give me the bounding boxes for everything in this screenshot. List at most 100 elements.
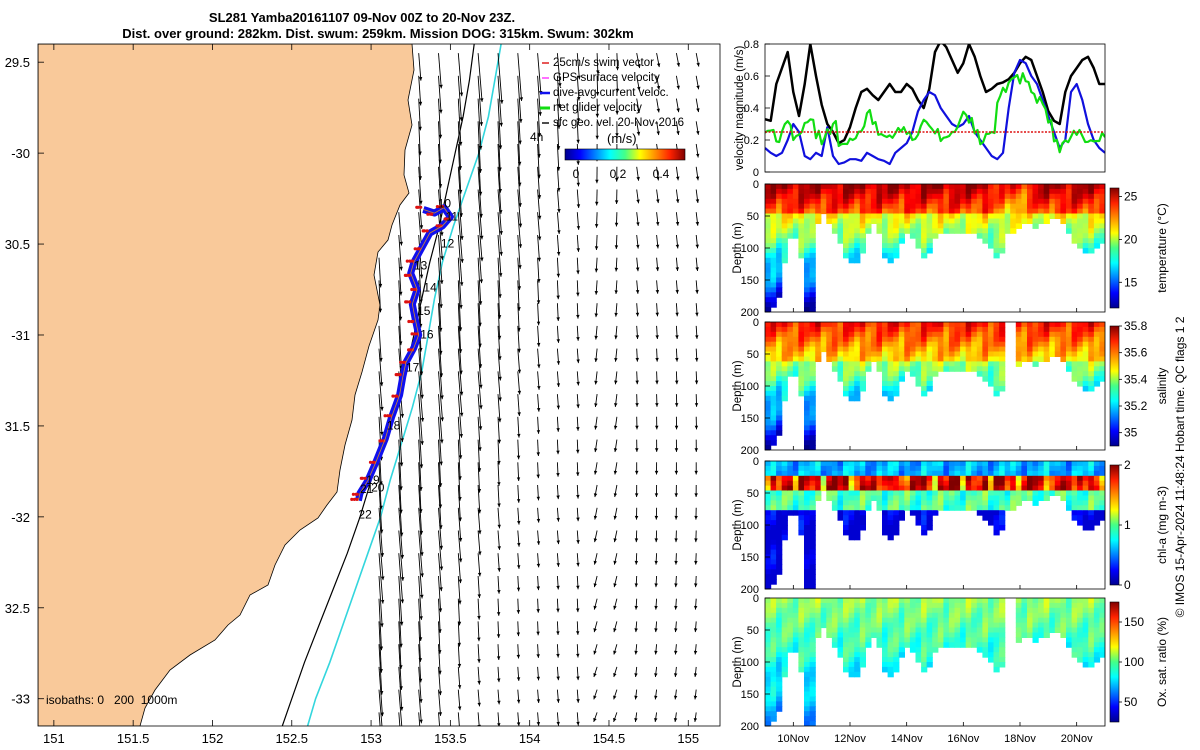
current-vector-head xyxy=(499,251,503,256)
current-vector-head xyxy=(379,382,384,387)
current-vector-head xyxy=(536,654,540,658)
section-cell xyxy=(1077,228,1084,234)
section-cell xyxy=(882,326,889,333)
section-cell xyxy=(988,238,995,244)
section-cell xyxy=(809,287,816,293)
section-cell xyxy=(1071,331,1078,338)
section-cell xyxy=(809,671,816,678)
section-cell xyxy=(781,500,788,506)
section-cell xyxy=(770,346,777,353)
section-cell xyxy=(848,213,855,219)
section-cell xyxy=(926,500,933,506)
section-cell xyxy=(960,602,967,609)
section-cell xyxy=(926,238,933,244)
current-vector-head xyxy=(614,380,618,385)
section-cell xyxy=(971,500,978,506)
section-cell xyxy=(1010,184,1017,190)
section-cell xyxy=(770,420,777,426)
current-vector-head xyxy=(498,418,502,423)
section-cell xyxy=(859,495,866,501)
current-vector-head xyxy=(613,583,617,588)
current-vector-head xyxy=(457,642,461,647)
velocity-line xyxy=(765,44,1105,145)
current-vector-head xyxy=(634,718,638,722)
section-cell xyxy=(954,336,961,343)
section-cell xyxy=(770,435,777,441)
section-cell xyxy=(843,188,850,195)
current-vector-head xyxy=(576,585,580,590)
section-cell xyxy=(926,480,933,487)
section-cell xyxy=(826,341,833,348)
section-cell xyxy=(865,326,872,333)
section-cell xyxy=(909,326,917,333)
section-cell xyxy=(954,198,961,205)
section-cell xyxy=(893,322,900,328)
section-cell xyxy=(960,617,967,624)
section-cell xyxy=(1071,490,1078,496)
section-cell xyxy=(765,617,772,624)
section-cell xyxy=(848,376,855,382)
section-cell xyxy=(887,525,894,531)
section-cell xyxy=(898,366,905,372)
current-vector xyxy=(517,75,522,123)
section-cell xyxy=(798,341,805,348)
section-cell xyxy=(1082,346,1089,353)
current-vector-head xyxy=(478,301,483,305)
section-cell xyxy=(1082,188,1089,195)
section-cell xyxy=(876,351,883,357)
section-cell xyxy=(1004,188,1011,195)
section-cell xyxy=(887,386,894,392)
section-cell xyxy=(776,386,783,392)
section-cell xyxy=(926,470,933,477)
section-cell xyxy=(1038,480,1045,487)
legend-net: net glider velocity xyxy=(553,102,642,114)
current-vector-head xyxy=(439,461,443,466)
current-vector-head xyxy=(558,83,562,87)
section-cell xyxy=(765,208,772,215)
section-cell xyxy=(843,336,850,343)
section-cell xyxy=(809,539,816,546)
section-cell xyxy=(932,203,939,210)
section-cell xyxy=(765,184,772,190)
section-cell xyxy=(954,188,961,195)
section-cell xyxy=(915,480,922,487)
section-cell xyxy=(976,607,983,614)
section-cell xyxy=(770,716,777,722)
current-vector-head xyxy=(518,244,523,248)
current-vector-head xyxy=(536,342,541,347)
section-cell xyxy=(1015,198,1022,205)
section-cell xyxy=(837,637,844,643)
section-cell xyxy=(1071,228,1078,234)
section-cell xyxy=(982,193,989,200)
legend-swim: 25cm/s swim vector xyxy=(553,57,654,69)
section-cell xyxy=(893,647,900,653)
section-cell xyxy=(1082,642,1089,648)
section-cell xyxy=(1027,602,1034,609)
section-cell xyxy=(1043,485,1050,492)
swim-vector-fix xyxy=(416,205,420,209)
current-vector-head xyxy=(380,553,385,557)
section-cell xyxy=(1099,622,1105,629)
section-cell xyxy=(948,193,956,200)
current-vector-head xyxy=(400,728,404,732)
section-cell xyxy=(948,485,956,492)
section-cell xyxy=(770,622,777,629)
current-vector xyxy=(457,234,463,286)
section-cell xyxy=(1027,346,1034,353)
section-cell xyxy=(948,475,956,482)
section-cell xyxy=(870,193,878,200)
section-cell xyxy=(859,218,866,224)
section-cell xyxy=(993,622,1000,629)
current-vector-head xyxy=(676,62,680,67)
section-cell xyxy=(1060,612,1067,619)
section-cell xyxy=(882,356,889,362)
section-cell xyxy=(982,346,989,353)
section-cell xyxy=(781,248,788,254)
section-cell xyxy=(887,248,894,254)
current-vector-head xyxy=(380,623,384,628)
section-cell xyxy=(882,662,889,668)
section-cell xyxy=(804,376,811,382)
section-cell xyxy=(882,351,889,357)
section-cell xyxy=(898,637,905,643)
day-label: 17 xyxy=(406,360,420,374)
